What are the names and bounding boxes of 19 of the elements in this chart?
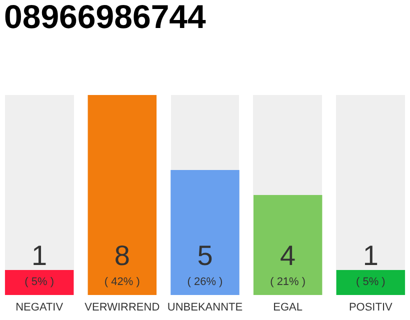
annotation: ( 42% )	[104, 276, 140, 288]
annotation: ( 5% )	[24, 276, 54, 288]
x-tick-label: NEGATIV	[16, 302, 64, 314]
bar	[336, 270, 406, 295]
data-label: 1	[362, 240, 378, 271]
x-tick-label: VERWIRREND	[84, 302, 160, 314]
annotation: ( 5% )	[356, 276, 386, 288]
x-tick-label: UNBEKANNTE	[167, 302, 243, 314]
data-label: 8	[114, 240, 130, 271]
data-label: 1	[32, 240, 48, 271]
data-label: 5	[197, 240, 213, 271]
annotation: ( 21% )	[270, 276, 306, 288]
chart-title: 08966986744	[4, 0, 207, 35]
x-tick-label: POSITIV	[348, 302, 394, 314]
annotation: ( 26% )	[187, 276, 223, 288]
bar	[4, 270, 74, 295]
x-tick-label: EGAL	[273, 302, 303, 314]
data-label: 4	[280, 240, 296, 271]
bar	[88, 95, 157, 295]
